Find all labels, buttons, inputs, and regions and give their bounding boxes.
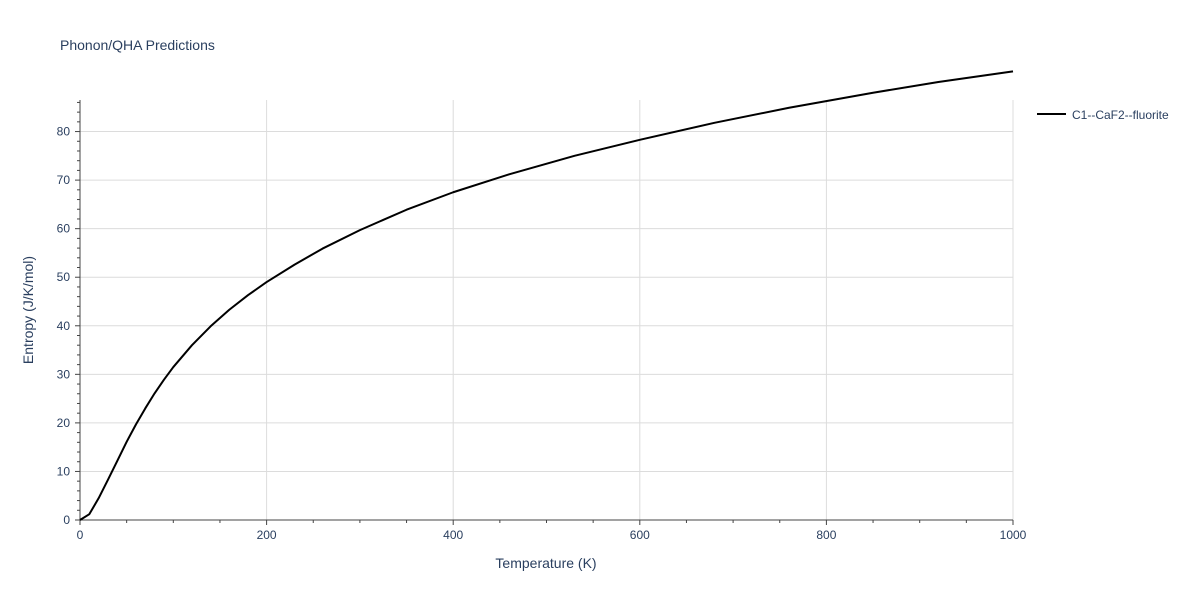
y-tick-label: 50 (57, 270, 71, 284)
x-tick-label: 1000 (1000, 528, 1027, 542)
series-line[interactable] (79, 70, 1014, 521)
y-tick-label: 40 (57, 319, 71, 333)
x-tick-label: 400 (443, 528, 463, 542)
x-axis-label: Temperature (K) (495, 555, 596, 571)
y-tick-label: 20 (57, 416, 71, 430)
tick-labels: 0 200 400 600 800 1000 0 10 20 30 40 50 60 70 80 (57, 125, 1027, 542)
x-tick-label: 0 (77, 528, 84, 542)
y-axis-label: Entropy (J/K/mol) (20, 256, 36, 364)
axes (75, 100, 1014, 525)
y-tick-label: 30 (57, 367, 71, 381)
y-tick-label: 80 (57, 125, 71, 139)
chart-title: Phonon/QHA Predictions (60, 37, 215, 53)
legend[interactable]: C1--CaF2--fluorite (1037, 108, 1169, 122)
y-tick-label: 70 (57, 173, 71, 187)
x-tick-label: 200 (257, 528, 277, 542)
x-tick-label: 800 (816, 528, 836, 542)
y-tick-label: 10 (57, 464, 71, 478)
grid-lines (80, 100, 1014, 520)
x-tick-label: 600 (630, 528, 650, 542)
plot-area (79, 70, 1014, 521)
legend-label: C1--CaF2--fluorite (1072, 108, 1169, 122)
y-tick-label: 60 (57, 222, 71, 236)
y-tick-label: 0 (63, 513, 70, 527)
